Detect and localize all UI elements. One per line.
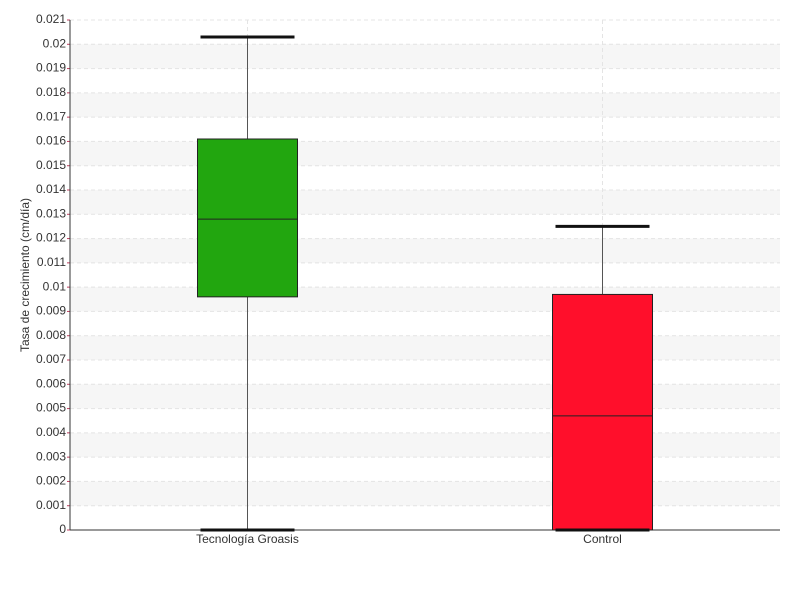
y-tick-label: 0.016 [36, 134, 66, 148]
y-tick-label: 0.009 [36, 304, 66, 318]
y-tick-label: 0.007 [36, 352, 66, 366]
grid-band [70, 141, 780, 166]
y-tick-label: 0.01 [43, 279, 67, 293]
box [552, 293, 653, 531]
grid-band [70, 384, 780, 409]
y-tick-label: 0.002 [36, 474, 66, 488]
y-tick-label: 0.019 [36, 61, 66, 75]
grid-band [70, 92, 780, 118]
y-tick-label: 0.012 [36, 231, 66, 245]
grid-band [70, 190, 780, 215]
y-tick-label: 0.001 [36, 498, 66, 512]
y-tick-label: 0.004 [36, 425, 66, 439]
y-tick-label: 0.02 [43, 36, 67, 50]
y-tick-label: 0.018 [36, 85, 66, 99]
y-tick-label: 0.015 [36, 158, 66, 172]
y-tick-label: 0.013 [36, 206, 66, 220]
grid-band [70, 481, 780, 506]
y-tick-label: 0.014 [36, 182, 66, 196]
grid-band [70, 432, 780, 458]
y-tick-label: 0.006 [36, 376, 66, 390]
y-tick-label: 0.017 [36, 109, 66, 123]
grid-band [70, 335, 780, 360]
y-tick-label: 0.021 [36, 12, 66, 26]
y-axis-label: Tasa de crecimiento (cm/día) [18, 198, 32, 352]
y-tick-label: 0.011 [37, 255, 66, 269]
y-tick-label: 0 [59, 522, 66, 536]
grid-band [70, 287, 780, 312]
x-tick-label: Control [583, 532, 622, 546]
y-tick-label: 0.005 [36, 401, 66, 415]
x-tick-label: Tecnología Groasis [196, 532, 299, 546]
grid-band [70, 44, 780, 69]
grid-band [70, 238, 780, 263]
y-tick-label: 0.008 [36, 328, 66, 342]
box [197, 138, 298, 298]
y-tick-label: 0.003 [36, 449, 66, 463]
